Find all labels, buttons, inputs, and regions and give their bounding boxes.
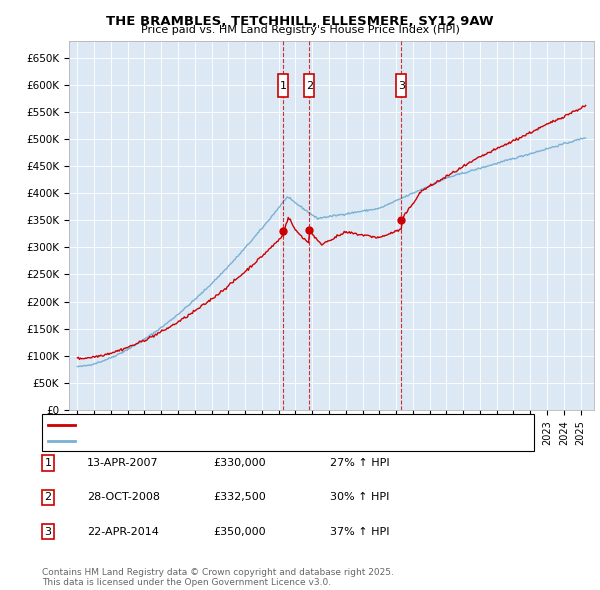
Text: £332,500: £332,500 bbox=[213, 493, 266, 502]
Text: 1: 1 bbox=[280, 81, 287, 90]
FancyBboxPatch shape bbox=[396, 74, 406, 97]
Text: 22-APR-2014: 22-APR-2014 bbox=[87, 527, 159, 536]
Text: 3: 3 bbox=[398, 81, 405, 90]
Text: £350,000: £350,000 bbox=[213, 527, 266, 536]
Text: 2: 2 bbox=[44, 493, 52, 502]
Text: 27% ↑ HPI: 27% ↑ HPI bbox=[330, 458, 389, 468]
Text: 13-APR-2007: 13-APR-2007 bbox=[87, 458, 158, 468]
FancyBboxPatch shape bbox=[278, 74, 289, 97]
Text: 2: 2 bbox=[305, 81, 313, 90]
Text: Contains HM Land Registry data © Crown copyright and database right 2025.
This d: Contains HM Land Registry data © Crown c… bbox=[42, 568, 394, 587]
Text: THE BRAMBLES, TETCHHILL, ELLESMERE, SY12 9AW (detached house): THE BRAMBLES, TETCHHILL, ELLESMERE, SY12… bbox=[80, 419, 443, 430]
Text: £330,000: £330,000 bbox=[213, 458, 266, 468]
FancyBboxPatch shape bbox=[304, 74, 314, 97]
Text: 1: 1 bbox=[44, 458, 52, 468]
Text: 37% ↑ HPI: 37% ↑ HPI bbox=[330, 527, 389, 536]
Text: HPI: Average price, detached house, Shropshire: HPI: Average price, detached house, Shro… bbox=[80, 436, 329, 446]
Text: 3: 3 bbox=[44, 527, 52, 536]
Text: THE BRAMBLES, TETCHHILL, ELLESMERE, SY12 9AW: THE BRAMBLES, TETCHHILL, ELLESMERE, SY12… bbox=[106, 15, 494, 28]
Text: 30% ↑ HPI: 30% ↑ HPI bbox=[330, 493, 389, 502]
Text: Price paid vs. HM Land Registry's House Price Index (HPI): Price paid vs. HM Land Registry's House … bbox=[140, 25, 460, 35]
Text: 28-OCT-2008: 28-OCT-2008 bbox=[87, 493, 160, 502]
